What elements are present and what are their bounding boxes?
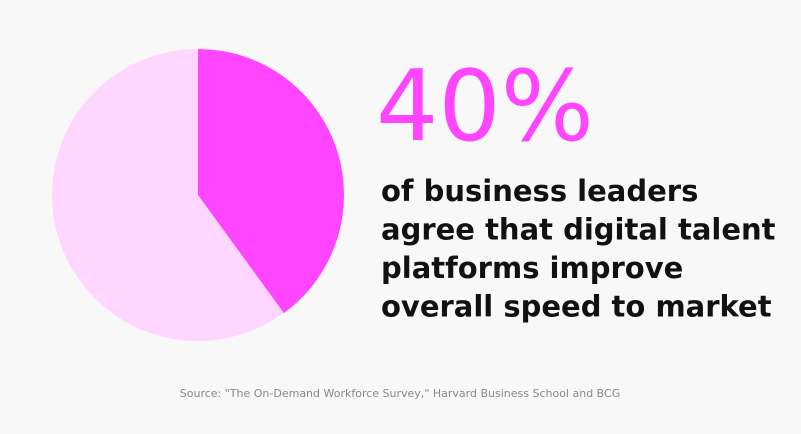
pie [52, 48, 345, 341]
annotation-line: of business leaders [381, 174, 698, 208]
pie-slice [52, 48, 284, 341]
annotation-line: agree that digital talent [381, 213, 776, 247]
value-label: 40% [376, 50, 594, 164]
source: Source: "The On-Demand Workforce Survey,… [180, 387, 620, 400]
pie-slice [198, 49, 345, 314]
annotation-line: overall speed to market [381, 290, 772, 324]
annotation-line: platforms improve [381, 251, 683, 285]
annotation: of business leaders agree that digital ta… [381, 174, 776, 324]
